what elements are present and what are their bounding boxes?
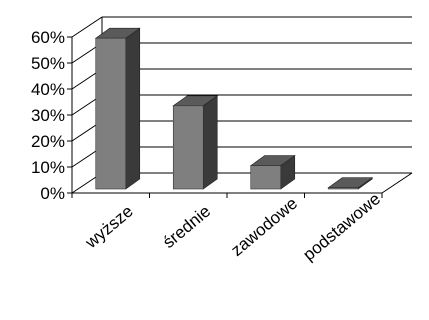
gridlines bbox=[71, 16, 412, 194]
bar bbox=[249, 155, 296, 190]
bar-side-face bbox=[125, 27, 141, 190]
bar bbox=[94, 27, 141, 190]
y-tick-label: 0% bbox=[40, 184, 65, 203]
floor-right-edge bbox=[381, 172, 413, 194]
x-category-label: zawodowe bbox=[227, 194, 301, 260]
y-tick-label: 50% bbox=[31, 54, 65, 73]
y-tick-label: 20% bbox=[31, 132, 65, 151]
gridline-wall bbox=[71, 16, 103, 38]
bar-side-face bbox=[202, 95, 218, 190]
x-category-label: podstawowe bbox=[299, 189, 384, 264]
bar-front-face bbox=[250, 165, 282, 190]
bars bbox=[94, 27, 374, 190]
bar-top-face bbox=[327, 177, 374, 188]
bar-front-face bbox=[95, 37, 127, 190]
y-tick-labels: 0% 10% 20% 30% 40% 50% 60% bbox=[31, 28, 65, 203]
bar bbox=[327, 177, 374, 190]
x-category-label: wyższe bbox=[81, 202, 137, 253]
y-tick-label: 30% bbox=[31, 106, 65, 125]
y-tick-label: 60% bbox=[31, 28, 65, 47]
bar bbox=[172, 95, 219, 190]
bar-front-face bbox=[172, 105, 204, 190]
y-tick-label: 40% bbox=[31, 80, 65, 99]
y-tick-label: 10% bbox=[31, 158, 65, 177]
bar-front-face bbox=[327, 187, 359, 190]
x-category-label: średnie bbox=[159, 202, 214, 252]
